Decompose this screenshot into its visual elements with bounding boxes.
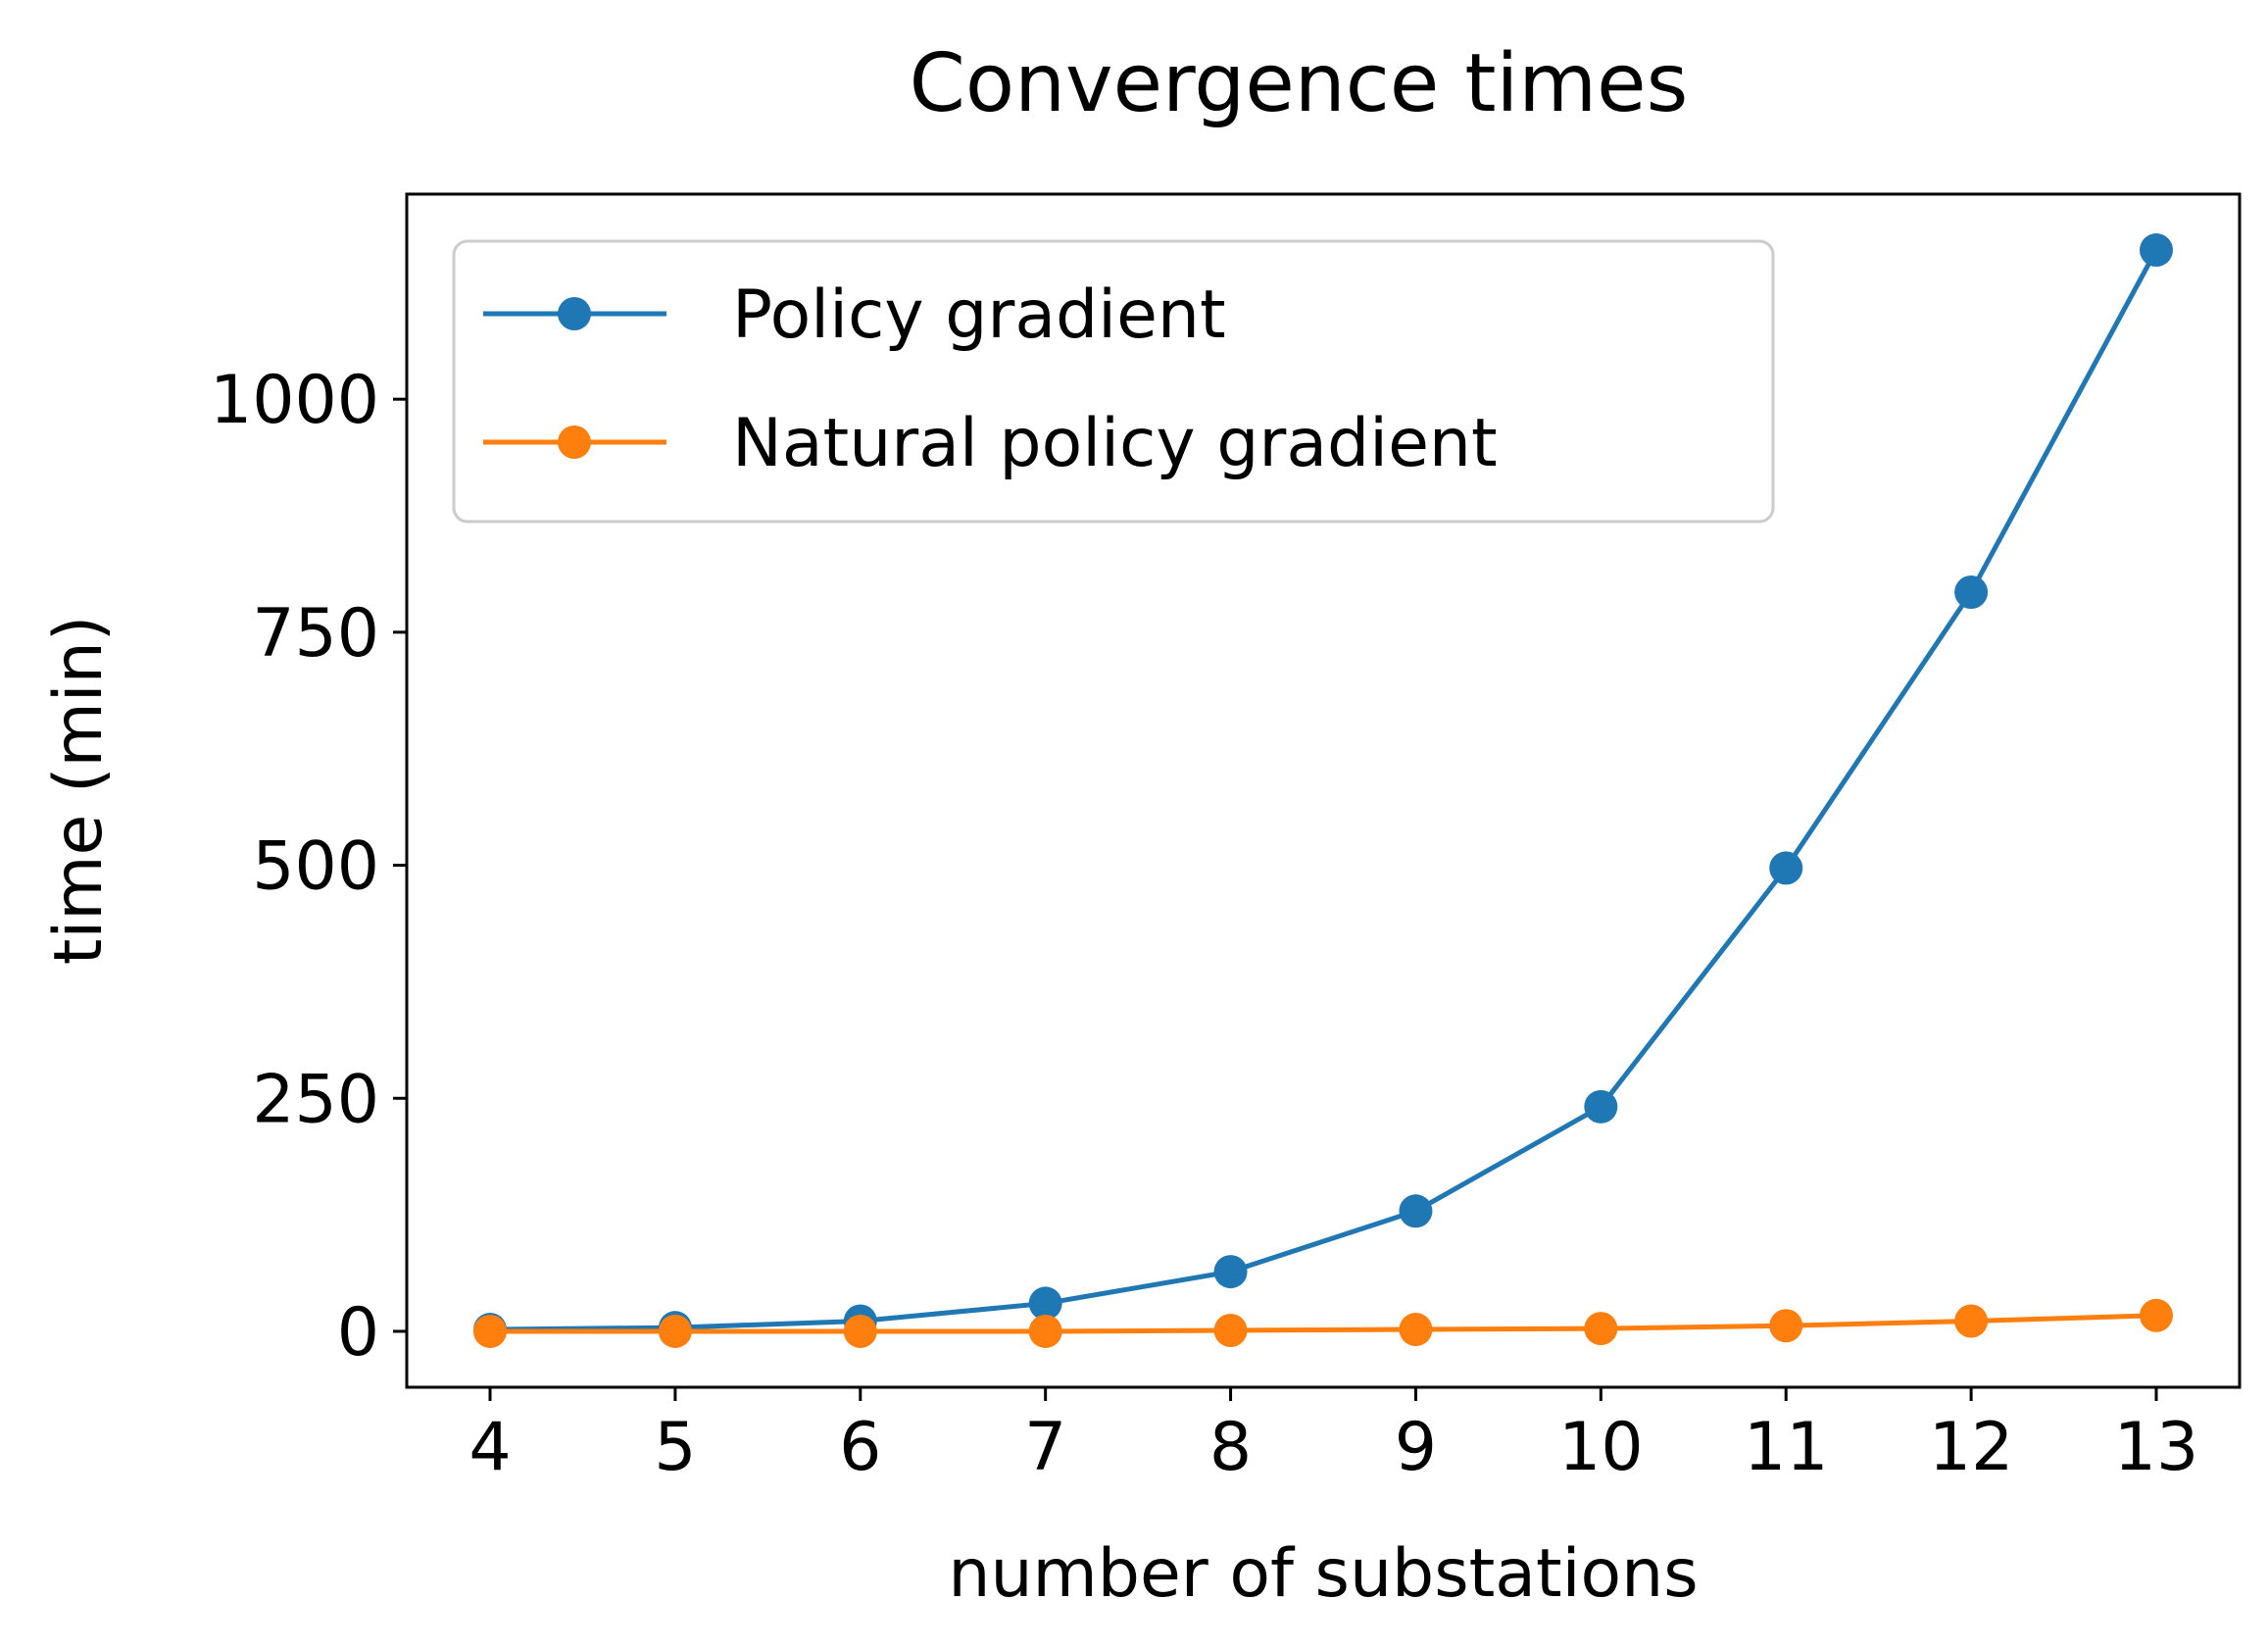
series-1: [473, 233, 2173, 1347]
data-point: [1399, 1194, 1433, 1228]
series-line: [490, 1313, 2157, 1334]
legend-marker: [558, 297, 591, 330]
data-point: [1028, 1286, 1062, 1321]
y-axis: 0 250 500 750 1000: [210, 362, 407, 1372]
x-axis: 4 5 6 7 8 9 10 11 12 13: [468, 1387, 2198, 1486]
plot-area: [473, 233, 2173, 1348]
legend-box: [452, 239, 1775, 524]
legend-item: Policy gradient: [483, 276, 1226, 354]
axes-frame: [405, 192, 2242, 1389]
x-tick-label: 8: [1209, 1409, 1252, 1486]
x-axis-title: number of substations: [948, 1535, 1698, 1613]
data-point: [1213, 1255, 1248, 1289]
y-tick-label: 0: [337, 1294, 379, 1372]
data-point: [1769, 1309, 1803, 1343]
x-tick-label: 12: [1929, 1409, 2014, 1486]
data-point: [658, 1314, 692, 1348]
data-point: [1213, 1314, 1248, 1348]
x-tick-label: 13: [2114, 1409, 2199, 1486]
data-point: [473, 1314, 507, 1348]
legend: Policy gradient Natural policy gradient: [452, 239, 1775, 524]
data-point: [2140, 1298, 2173, 1332]
data-point: [1954, 575, 1989, 609]
x-tick-label: 7: [1024, 1409, 1066, 1486]
y-tick-label: 1000: [210, 362, 379, 439]
y-tick-label: 250: [252, 1061, 379, 1138]
x-tick-label: 11: [1744, 1409, 1829, 1486]
data-point: [1584, 1312, 1618, 1346]
chart-title: Convergence times: [910, 37, 1689, 130]
data-point: [1028, 1314, 1062, 1348]
series-line: [489, 248, 2159, 1332]
x-tick-label: 9: [1395, 1409, 1437, 1486]
legend-marker: [558, 425, 591, 459]
x-tick-label: 10: [1558, 1409, 1644, 1486]
data-point: [2140, 233, 2173, 268]
legend-item: Natural policy gradient: [483, 405, 1498, 482]
x-tick-label: 4: [468, 1409, 511, 1486]
data-point: [1399, 1313, 1433, 1347]
data-point: [1954, 1304, 1989, 1338]
data-point: [1769, 851, 1803, 885]
legend-label: Policy gradient: [732, 276, 1226, 354]
y-tick-label: 750: [252, 595, 379, 673]
x-tick-label: 5: [654, 1409, 696, 1486]
series-2: [473, 1298, 2173, 1348]
data-point: [843, 1314, 877, 1348]
y-tick-label: 500: [252, 828, 379, 906]
data-point: [1584, 1089, 1618, 1124]
y-axis-title: time (min): [40, 616, 118, 966]
legend-label: Natural policy gradient: [732, 405, 1498, 482]
x-tick-label: 6: [839, 1409, 881, 1486]
legend-items: Policy gradient Natural policy gradient: [483, 276, 1498, 482]
